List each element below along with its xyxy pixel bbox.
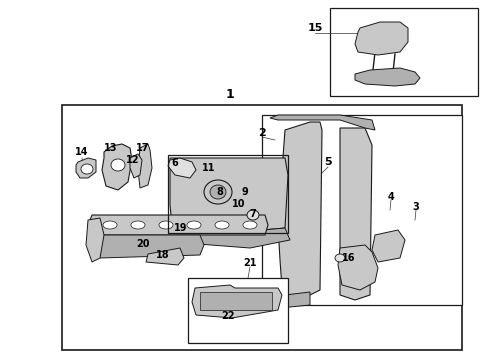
Polygon shape <box>340 128 372 300</box>
Text: 22: 22 <box>221 311 235 321</box>
Bar <box>62 105 462 350</box>
Polygon shape <box>102 144 132 190</box>
Polygon shape <box>168 158 196 178</box>
Ellipse shape <box>204 180 232 204</box>
Polygon shape <box>170 158 288 232</box>
Ellipse shape <box>103 221 117 229</box>
Text: 1: 1 <box>225 89 234 102</box>
Text: 4: 4 <box>388 192 394 202</box>
Text: 9: 9 <box>242 187 248 197</box>
Polygon shape <box>278 122 322 295</box>
Text: 8: 8 <box>217 187 223 197</box>
Text: 10: 10 <box>232 199 246 209</box>
Text: 6: 6 <box>172 158 178 168</box>
Polygon shape <box>355 68 420 86</box>
Text: 2: 2 <box>258 128 266 138</box>
Polygon shape <box>192 285 282 318</box>
Ellipse shape <box>187 221 201 229</box>
Text: 21: 21 <box>243 258 257 268</box>
Polygon shape <box>355 22 408 55</box>
Text: 15: 15 <box>307 23 323 33</box>
Text: 14: 14 <box>75 147 89 157</box>
Text: 18: 18 <box>156 250 170 260</box>
Polygon shape <box>138 144 152 188</box>
Text: 3: 3 <box>413 202 419 212</box>
Text: 19: 19 <box>174 223 188 233</box>
Polygon shape <box>372 230 405 262</box>
Ellipse shape <box>159 221 173 229</box>
Ellipse shape <box>210 185 226 199</box>
Bar <box>330 8 478 96</box>
Ellipse shape <box>81 164 93 174</box>
Text: 7: 7 <box>249 209 256 219</box>
Polygon shape <box>146 248 184 265</box>
Text: 12: 12 <box>126 155 140 165</box>
Text: 5: 5 <box>324 157 332 167</box>
Polygon shape <box>86 218 104 262</box>
Bar <box>262 115 462 305</box>
Polygon shape <box>338 245 378 290</box>
Text: 20: 20 <box>136 239 150 249</box>
Polygon shape <box>130 154 142 178</box>
Ellipse shape <box>243 221 257 229</box>
Polygon shape <box>270 115 375 130</box>
Bar <box>188 278 288 343</box>
Text: 13: 13 <box>104 143 118 153</box>
Ellipse shape <box>335 254 345 262</box>
Polygon shape <box>265 292 310 308</box>
Text: 16: 16 <box>342 253 356 263</box>
Polygon shape <box>92 235 204 258</box>
Polygon shape <box>170 225 290 248</box>
Ellipse shape <box>215 221 229 229</box>
Ellipse shape <box>131 221 145 229</box>
Ellipse shape <box>111 159 125 171</box>
Text: 17: 17 <box>136 143 150 153</box>
Polygon shape <box>76 158 96 178</box>
Ellipse shape <box>247 210 259 220</box>
Text: 11: 11 <box>202 163 216 173</box>
Bar <box>168 155 288 233</box>
Polygon shape <box>88 215 268 235</box>
Bar <box>200 292 272 310</box>
